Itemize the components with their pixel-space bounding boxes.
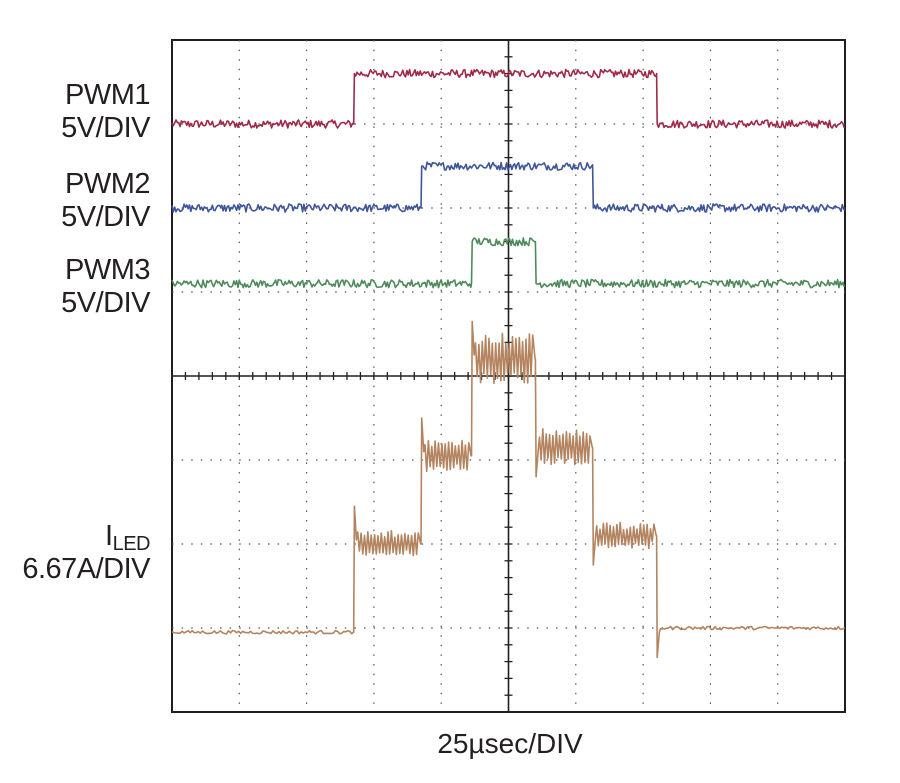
- trace-pwm2: [171, 161, 846, 213]
- pwm3-scale: 5V/DIV: [61, 287, 150, 319]
- center-axes: [172, 40, 845, 712]
- pwm2-name: PWM2: [65, 168, 151, 200]
- pwm1-name: PWM1: [65, 79, 151, 111]
- traces: [171, 68, 846, 659]
- trace-iled: [171, 320, 846, 659]
- pwm2-scale: 5V/DIV: [61, 201, 150, 233]
- pwm1-label: PWM1 5V/DIV: [0, 79, 150, 145]
- pwm2-label: PWM2 5V/DIV: [0, 168, 150, 234]
- iled-sub: LED: [112, 533, 151, 555]
- x-axis-label: 25µsec/DIV: [437, 728, 583, 759]
- iled-label: ILED 6.67A/DIV: [0, 520, 150, 586]
- trace-pwm1: [171, 68, 846, 129]
- trace-pwm3: [171, 237, 846, 289]
- pwm1-scale: 5V/DIV: [61, 112, 150, 144]
- iled-scale: 6.67A/DIV: [22, 553, 150, 585]
- iled-name: ILED: [0, 520, 151, 555]
- iled-main: I: [105, 520, 113, 552]
- pwm3-label: PWM3 5V/DIV: [0, 254, 150, 320]
- pwm3-name: PWM3: [65, 254, 151, 286]
